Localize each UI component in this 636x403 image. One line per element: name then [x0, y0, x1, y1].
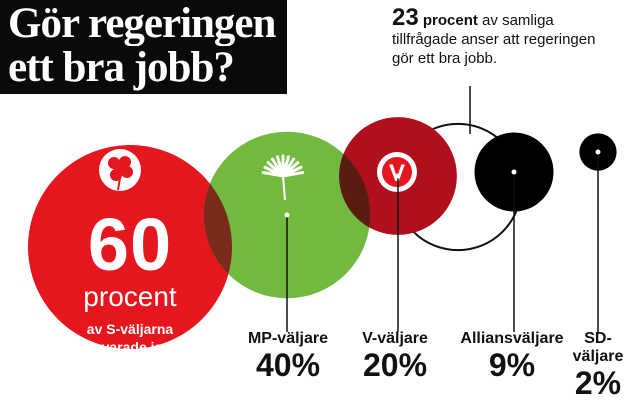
sd-label: SD-väljare 2% — [560, 330, 636, 400]
v-logo-icon: V — [377, 152, 417, 192]
s-value: 60 — [87, 203, 173, 286]
overall-text-3: gör ett bra jobb. — [392, 50, 498, 67]
overall-word: procent — [422, 12, 478, 29]
v-value: 20% — [362, 347, 428, 383]
alliance-value: 9% — [488, 347, 536, 383]
mp-name: MP-väljare — [247, 330, 329, 347]
dandelion-icon — [261, 154, 305, 201]
sd-name: SD-väljare — [572, 330, 624, 365]
s-bubble — [28, 145, 232, 349]
rose-icon — [99, 149, 141, 191]
title-line-2: ett bra jobb? — [8, 44, 235, 91]
overall-text-2: tillfrågade anser att regeringen — [392, 31, 596, 48]
title-line-1: Gör regeringen — [8, 0, 276, 47]
leader-dot — [284, 212, 290, 218]
v-label: V-väljare 20% — [345, 330, 445, 382]
overall-text-1: av samliga — [477, 12, 554, 29]
s-bubble-text: 60 procent av S-väljarna svarade ja. — [60, 208, 200, 356]
overall-note: 23 procent av samliga tillfrågade anser … — [392, 6, 632, 68]
alliance-name: Alliansväljare — [460, 330, 564, 347]
svg-text:V: V — [389, 160, 405, 187]
mp-label: MP-väljare 40% — [238, 330, 338, 382]
leader-dot — [395, 173, 401, 179]
v-name: V-väljare — [362, 330, 428, 347]
s-subtitle-1: av S-väljarna — [86, 321, 174, 337]
leader-dot — [595, 149, 601, 155]
leader-dot — [511, 169, 517, 175]
sd-value: 2% — [574, 365, 622, 401]
s-unit: procent — [83, 281, 177, 312]
alliance-label: Alliansväljare 9% — [452, 330, 572, 382]
page-title: Gör regeringen ett bra jobb? — [0, 0, 288, 94]
mp-value: 40% — [255, 347, 321, 383]
overall-number: 23 — [392, 4, 419, 31]
s-subtitle-2: svarade ja. — [93, 339, 167, 355]
